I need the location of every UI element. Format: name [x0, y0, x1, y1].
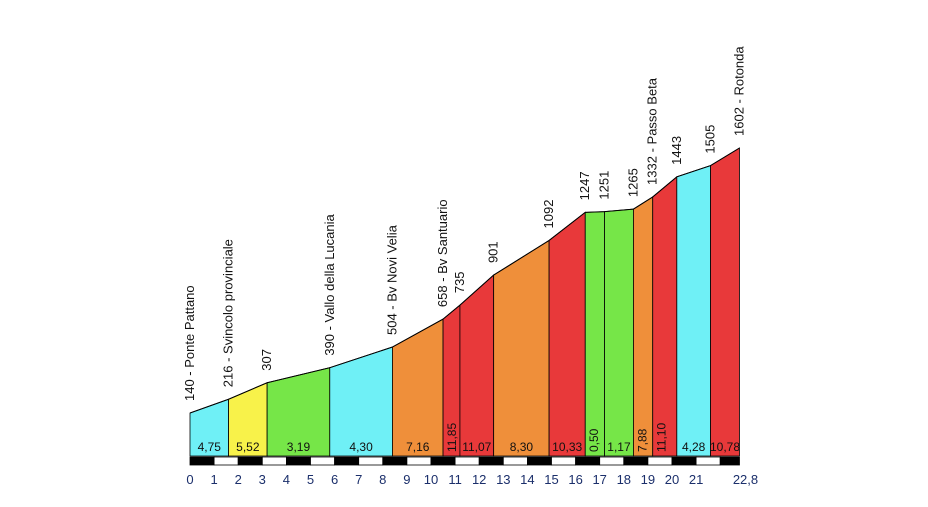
profile-segments: [189, 147, 740, 457]
x-tick-label: 4: [283, 472, 290, 487]
gradient-label: 8,30: [510, 440, 534, 454]
km-scale-block: [430, 456, 456, 466]
km-scale-block: [189, 456, 215, 466]
profile-segment: [392, 318, 444, 457]
km-scale-block: [502, 456, 528, 466]
km-scale-block: [575, 456, 601, 466]
profile-segment: [548, 211, 586, 457]
gradient-label: 4,75: [198, 440, 222, 454]
gradient-label: 5,52: [236, 440, 260, 454]
km-scale-block: [719, 456, 740, 466]
km-scale-block: [599, 456, 625, 466]
km-scale-block: [406, 456, 432, 466]
altitude-label: 1443: [669, 136, 684, 165]
altitude-label: 735: [452, 271, 467, 293]
km-scale-block: [285, 456, 311, 466]
x-tick-label: 14: [520, 472, 534, 487]
gradient-label: 3,19: [287, 440, 311, 454]
km-scale-block: [478, 456, 504, 466]
km-scale-block: [454, 456, 480, 466]
gradient-label: 4,30: [349, 440, 373, 454]
gradient-label: 10,78: [710, 440, 740, 454]
km-scale-block: [334, 456, 360, 466]
x-tick-label: 11: [448, 472, 462, 487]
x-tick-label: 8: [379, 472, 386, 487]
gradient-labels: 4,75 5,52 3,19 4,30 7,16 11,85 11,07 8,30 10,33 0…: [198, 423, 741, 454]
profile-segment: [604, 208, 634, 457]
x-tick-label: 20: [665, 472, 679, 487]
x-tick-label: 3: [259, 472, 266, 487]
x-tick-label: 0: [186, 472, 193, 487]
profile-segment: [584, 211, 605, 457]
gradient-label: 11,07: [462, 440, 491, 454]
km-scale-block: [382, 456, 408, 466]
altitude-label: 140 - Ponte Pattano: [182, 285, 197, 401]
profile-segment: [493, 239, 550, 457]
profile-segment: [459, 274, 495, 457]
x-tick-label: 7: [355, 472, 362, 487]
profile-segment: [652, 175, 678, 457]
altitude-labels: 140 - Ponte Pattano 216 - Svincolo provin…: [182, 46, 746, 401]
x-tick-label: 10: [424, 472, 438, 487]
x-tick-label: 12: [472, 472, 486, 487]
altitude-label: 658 - Bv Santuario: [435, 199, 450, 307]
x-tick-label: 1: [210, 472, 217, 487]
x-tick-label: 2: [235, 472, 242, 487]
x-tick-label: 6: [331, 472, 338, 487]
x-tick-label: 15: [544, 472, 558, 487]
altitude-label: 504 - Bv Novi Velia: [384, 224, 399, 335]
altitude-label: 307: [259, 349, 274, 371]
km-scale-block: [623, 456, 649, 466]
km-scale-block: [551, 456, 577, 466]
x-tick-label: 16: [568, 472, 582, 487]
x-tick-label: 22,8: [733, 472, 758, 487]
gradient-label: 7,88: [635, 428, 649, 452]
gradient-label: 11,85: [445, 423, 459, 452]
km-scale-block: [647, 456, 673, 466]
profile-segment: [710, 147, 740, 457]
x-tick-label: 18: [617, 472, 631, 487]
km-scale-block: [671, 456, 697, 466]
x-tick-labels: 0 1 2 3 4 5 6 7 8 9 10 11 12 13 14 15 16 17 18 19 20 21 22,8: [186, 472, 758, 487]
profile-line: [189, 147, 740, 414]
x-tick-label: 19: [641, 472, 655, 487]
x-tick-label: 5: [307, 472, 314, 487]
gradient-label: 0,50: [587, 428, 601, 452]
km-scale-bar: [189, 456, 740, 466]
profile-segment: [676, 165, 711, 457]
altitude-label: 1602 - Rotonda: [731, 46, 746, 136]
km-scale-block: [261, 456, 287, 466]
profile-segment: [633, 196, 654, 457]
profile-outline: [189, 147, 740, 414]
x-tick-label: 21: [689, 472, 703, 487]
altitude-label: 901: [486, 241, 501, 263]
x-tick-label: 9: [403, 472, 410, 487]
altitude-label: 1505: [703, 125, 718, 154]
altitude-label: 216 - Svincolo provinciale: [221, 239, 236, 387]
altitude-label: 1092: [541, 200, 556, 229]
x-tick-label: 13: [496, 472, 510, 487]
altitude-label: 1265: [625, 168, 640, 197]
altitude-label: 390 - Vallo della Lucania: [322, 214, 337, 356]
km-scale-block: [213, 456, 239, 466]
km-scale-block: [527, 456, 552, 466]
altitude-label: 1332 - Passo Beta: [645, 77, 660, 185]
gradient-label: 11,10: [655, 423, 669, 452]
km-scale-block: [695, 456, 721, 466]
gradient-label: 10,33: [552, 440, 582, 454]
gradient-label: 4,28: [682, 440, 706, 454]
gradient-label: 7,16: [406, 440, 430, 454]
altitude-label: 1247: [577, 171, 592, 200]
altitude-label: 1251: [597, 171, 612, 200]
km-scale-block: [237, 456, 263, 466]
km-scale-block: [358, 456, 384, 466]
gradient-label: 1,17: [607, 440, 631, 454]
x-tick-label: 17: [592, 472, 606, 487]
km-scale-block: [310, 456, 336, 466]
